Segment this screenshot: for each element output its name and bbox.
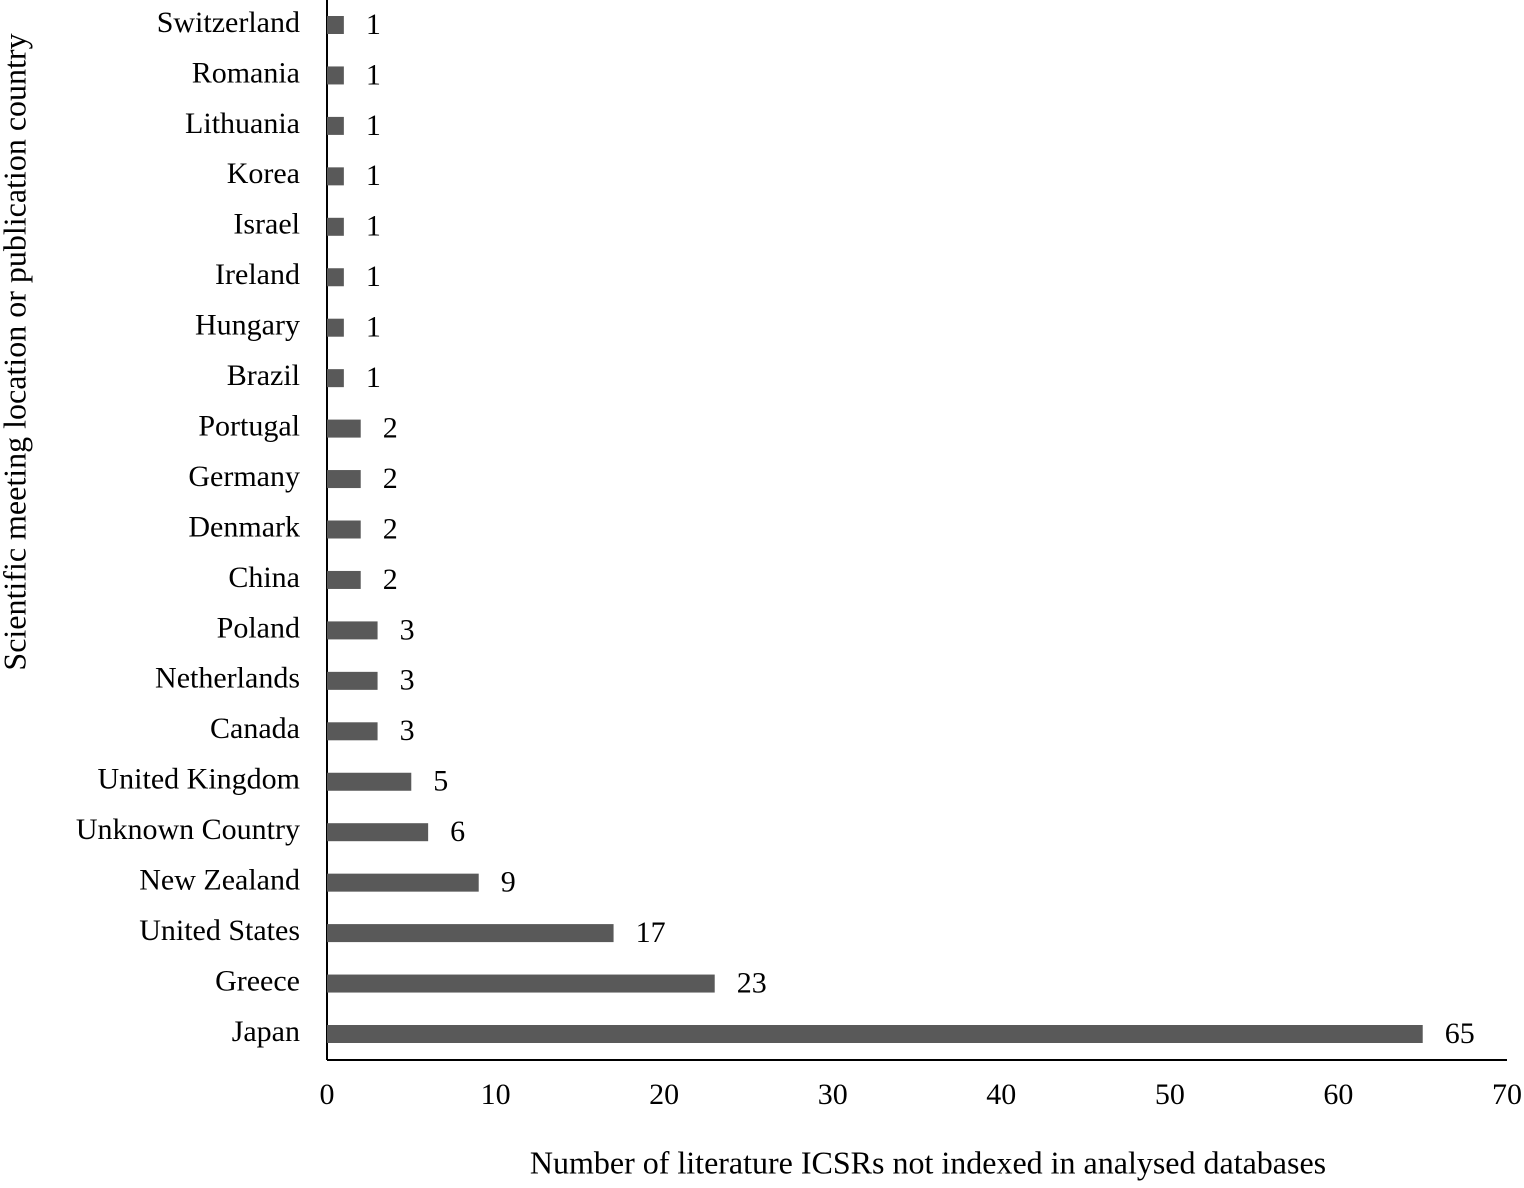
data-label: 1: [366, 58, 381, 91]
x-tick-label: 40: [986, 1078, 1016, 1111]
y-tick-label: Lithuania: [185, 107, 300, 140]
bar: [327, 116, 344, 135]
x-tick-label: 30: [818, 1078, 848, 1111]
y-tick-label: Korea: [227, 157, 300, 190]
y-tick-label: Poland: [217, 611, 300, 644]
data-label: 65: [1445, 1017, 1475, 1050]
y-tick-label: Canada: [210, 712, 300, 745]
y-tick-label: Germany: [188, 460, 300, 493]
bar: [327, 520, 361, 539]
data-label: 1: [366, 361, 381, 394]
y-tick-label: Japan: [232, 1015, 300, 1048]
data-label: 2: [383, 512, 398, 545]
bar: [327, 873, 479, 892]
y-tick-label: Netherlands: [155, 662, 300, 695]
data-label: 3: [400, 613, 415, 646]
data-label: 1: [366, 8, 381, 41]
bar: [327, 671, 378, 690]
data-label: 3: [400, 664, 415, 697]
y-tick-label: Israel: [233, 208, 300, 241]
y-axis-title: Scientific meeting location or publicati…: [0, 33, 32, 670]
bar: [327, 823, 429, 842]
data-label: 9: [501, 866, 516, 899]
y-tick-label: United Kingdom: [98, 763, 301, 796]
bar: [327, 621, 378, 640]
bar: [327, 924, 614, 943]
data-label: 17: [636, 916, 666, 949]
data-label: 23: [737, 966, 767, 999]
bar: [327, 470, 361, 489]
bar: [327, 16, 344, 34]
y-tick-label: China: [228, 561, 300, 594]
data-label: 1: [366, 311, 381, 344]
bar: [327, 318, 344, 337]
y-tick-label: United States: [139, 914, 300, 947]
x-tick-label: 20: [649, 1078, 679, 1111]
y-tick-label: Switzerland: [157, 6, 300, 39]
y-tick-label: Hungary: [195, 309, 300, 342]
bar: [327, 66, 344, 85]
x-tick-label: 10: [481, 1078, 511, 1111]
bar: [327, 722, 378, 741]
y-tick-label: Ireland: [215, 258, 300, 291]
bar: [327, 1025, 1423, 1043]
bar: [327, 570, 361, 589]
bar: [327, 974, 715, 993]
x-tick-label: 50: [1155, 1078, 1185, 1111]
data-label: 1: [366, 210, 381, 243]
y-tick-label: Romania: [192, 56, 300, 89]
bar: [327, 217, 344, 236]
data-label: 1: [366, 260, 381, 293]
y-tick-label: Denmark: [188, 510, 300, 543]
bar: [327, 167, 344, 186]
y-tick-label: Unknown Country: [76, 813, 300, 846]
y-tick-label: Greece: [215, 964, 300, 997]
y-tick-label: Portugal: [198, 409, 300, 442]
x-tick-label: 0: [320, 1078, 335, 1111]
data-label: 5: [433, 765, 448, 798]
data-label: 1: [366, 159, 381, 192]
y-tick-label: Brazil: [227, 359, 300, 392]
x-tick-label: 60: [1323, 1078, 1353, 1111]
data-label: 3: [400, 714, 415, 747]
bar: [327, 772, 412, 791]
bar: [327, 369, 344, 388]
data-label: 2: [383, 563, 398, 596]
bar: [327, 268, 344, 287]
data-label: 2: [383, 462, 398, 495]
x-axis-title: Number of literature ICSRs not indexed i…: [530, 1144, 1326, 1180]
data-label: 2: [383, 411, 398, 444]
bar: [327, 419, 361, 438]
x-tick-label: 70: [1492, 1078, 1522, 1111]
y-tick-label: New Zealand: [139, 864, 300, 897]
data-label: 6: [450, 815, 465, 848]
data-label: 1: [366, 109, 381, 142]
